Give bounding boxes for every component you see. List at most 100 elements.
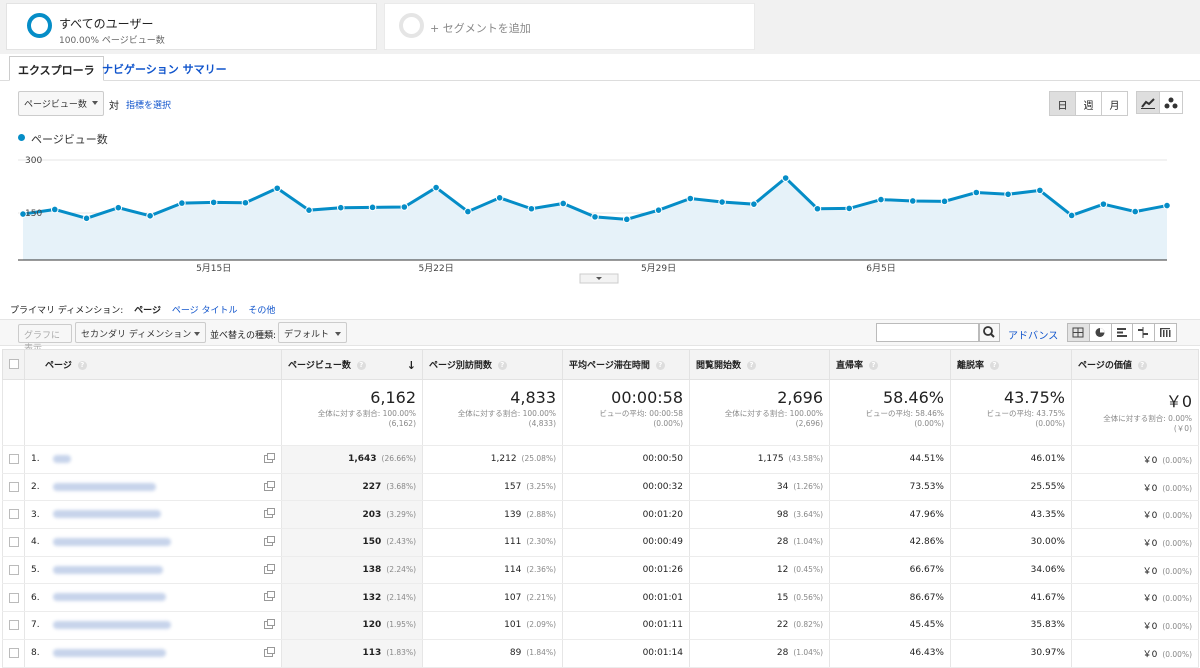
row-checkbox-cell[interactable] bbox=[2, 500, 25, 530]
table-row[interactable]: 7. 120 (1.95%) 101 (2.09%) 00:01:11 22 (0.82%) 4… bbox=[2, 611, 1199, 640]
table-row[interactable]: 6. 132 (2.14%) 107 (2.21%) 00:01:01 15 (0.56%) 8… bbox=[2, 583, 1199, 613]
line-chart-button[interactable] bbox=[1136, 91, 1160, 114]
data-point bbox=[336, 203, 345, 212]
row-checkbox[interactable] bbox=[8, 454, 19, 465]
page-path-link[interactable] bbox=[53, 565, 163, 574]
sort-type-select[interactable]: デフォルト bbox=[278, 322, 347, 343]
open-page-icon[interactable] bbox=[264, 508, 275, 519]
avg-time-cell: 00:01:20 bbox=[562, 500, 690, 530]
row-checkbox-cell[interactable] bbox=[2, 638, 25, 668]
table-row[interactable]: 2. 227 (3.68%) 157 (3.25%) 00:00:32 34 (1.26%) 7… bbox=[2, 472, 1199, 502]
row-checkbox[interactable] bbox=[8, 481, 19, 492]
table-row[interactable]: 8. 113 (1.83%) 89 (1.84%) 00:01:14 28 (1.04%) 46… bbox=[2, 638, 1199, 668]
data-point bbox=[940, 197, 949, 206]
open-page-icon[interactable] bbox=[264, 591, 275, 602]
week-button[interactable]: 週 bbox=[1075, 91, 1102, 116]
metric-select[interactable]: ページビュー数 bbox=[18, 91, 104, 116]
page-cell[interactable]: 6. bbox=[24, 583, 282, 613]
page-cell[interactable]: 2. bbox=[24, 472, 282, 502]
pivot-view-button[interactable] bbox=[1155, 323, 1177, 342]
row-checkbox[interactable] bbox=[8, 564, 19, 575]
page-cell[interactable]: 8. bbox=[24, 638, 282, 668]
header-pageviews[interactable]: ページビュー数? ↓ bbox=[281, 349, 423, 380]
table-search-input[interactable] bbox=[876, 323, 979, 342]
x-tick-label: 5月29日 bbox=[641, 263, 676, 274]
header-unique-pageviews[interactable]: ページ別訪問数? bbox=[422, 349, 563, 380]
page-cell[interactable]: 5. bbox=[24, 555, 282, 585]
data-point bbox=[241, 198, 250, 207]
row-checkbox-cell[interactable] bbox=[2, 472, 25, 502]
day-button[interactable]: 日 bbox=[1049, 91, 1076, 116]
page-path-link[interactable] bbox=[53, 454, 71, 463]
page-path-link[interactable] bbox=[53, 510, 161, 519]
row-checkbox[interactable] bbox=[8, 537, 19, 548]
add-segment-button[interactable]: + セグメントを追加 bbox=[384, 3, 755, 50]
dimension-page-title-link[interactable]: ページ タイトル bbox=[171, 306, 238, 316]
page-path-link[interactable] bbox=[53, 648, 166, 657]
open-page-icon[interactable] bbox=[264, 453, 275, 463]
page-path-link[interactable] bbox=[53, 593, 166, 602]
table-row[interactable]: 1. 1,643 (26.66%) 1,212 (25.08%) 00:00:50 1,17… bbox=[2, 445, 1199, 474]
page-path-link[interactable] bbox=[53, 620, 171, 629]
row-checkbox[interactable] bbox=[8, 592, 19, 603]
row-index: 1. bbox=[31, 454, 40, 465]
header-entrances[interactable]: 閲覧開始数? bbox=[689, 349, 830, 380]
segment-donut-icon bbox=[27, 13, 52, 38]
table-row[interactable]: 5. 138 (2.24%) 114 (2.36%) 00:01:26 12 (0.45%) 6… bbox=[2, 555, 1199, 585]
table-row[interactable]: 4. 150 (2.43%) 111 (2.30%) 00:00:49 28 (1.04%) 4… bbox=[2, 528, 1199, 557]
row-checkbox-cell[interactable] bbox=[2, 611, 25, 640]
open-page-icon[interactable] bbox=[264, 563, 275, 574]
comparison-view-button[interactable] bbox=[1133, 323, 1156, 342]
table-row[interactable]: 3. 203 (3.29%) 139 (2.88%) 00:01:20 98 (3.64%) 4… bbox=[2, 500, 1199, 530]
segment-all-users[interactable]: すべてのユーザー 100.00% ページビュー数 bbox=[6, 3, 377, 50]
header-exit-rate[interactable]: 離脱率? bbox=[950, 349, 1072, 380]
secondary-dimension-select[interactable]: セカンダリ ディメンション bbox=[75, 322, 206, 343]
row-checkbox-cell[interactable] bbox=[2, 583, 25, 613]
page-cell[interactable]: 1. bbox=[24, 445, 282, 474]
data-point bbox=[527, 204, 536, 213]
row-index: 5. bbox=[31, 565, 40, 576]
total-pageviews: 6,162 全体に対する割合: 100.00% (6,162) bbox=[281, 379, 423, 446]
select-all-header[interactable] bbox=[2, 349, 25, 380]
performance-view-button[interactable] bbox=[1111, 323, 1134, 342]
row-checkbox-cell[interactable] bbox=[2, 445, 25, 474]
page-path-link[interactable] bbox=[53, 537, 171, 546]
total-entrances: 2,696 全体に対する割合: 100.00% (2,696) bbox=[689, 379, 830, 446]
data-point bbox=[622, 215, 631, 224]
plot-rows-button[interactable]: グラフに表示 bbox=[18, 324, 72, 354]
row-checkbox-cell[interactable] bbox=[2, 528, 25, 557]
select-all-checkbox[interactable] bbox=[9, 359, 19, 370]
header-bounce-rate[interactable]: 直帰率? bbox=[829, 349, 951, 380]
motion-chart-icon bbox=[1164, 97, 1178, 109]
page-path-link[interactable] bbox=[53, 482, 156, 491]
open-page-icon[interactable] bbox=[264, 536, 275, 547]
page-cell[interactable]: 4. bbox=[24, 528, 282, 557]
month-button[interactable]: 月 bbox=[1101, 91, 1128, 116]
open-page-icon[interactable] bbox=[264, 619, 275, 630]
search-button[interactable] bbox=[979, 323, 1000, 342]
advanced-link[interactable]: アドバンス bbox=[1008, 331, 1059, 342]
bar-list-icon bbox=[1116, 328, 1127, 337]
motion-chart-button[interactable] bbox=[1159, 91, 1183, 114]
page-cell[interactable]: 3. bbox=[24, 500, 282, 530]
row-checkbox[interactable] bbox=[8, 647, 19, 658]
tab-explorer[interactable]: エクスプローラ bbox=[9, 56, 104, 81]
header-page[interactable]: ページ? bbox=[24, 349, 282, 380]
open-page-icon[interactable] bbox=[264, 480, 275, 491]
row-checkbox[interactable] bbox=[8, 509, 19, 520]
pie-view-button[interactable] bbox=[1089, 323, 1112, 342]
open-page-icon[interactable] bbox=[264, 646, 275, 657]
header-page-value[interactable]: ページの価値? bbox=[1071, 349, 1199, 380]
row-checkbox-cell[interactable] bbox=[2, 555, 25, 585]
dimension-other-link[interactable]: その他 bbox=[248, 306, 276, 316]
exit-rate-cell: 43.35% bbox=[950, 500, 1072, 530]
tab-navigation-summary[interactable]: ナビゲーション サマリー bbox=[102, 63, 227, 76]
page-cell[interactable]: 7. bbox=[24, 611, 282, 640]
select-metric-link[interactable]: 指標を選択 bbox=[126, 101, 172, 111]
table-view-button[interactable] bbox=[1067, 323, 1090, 342]
row-checkbox[interactable] bbox=[8, 620, 19, 631]
row-index: 7. bbox=[31, 620, 40, 631]
header-avg-time[interactable]: 平均ページ滞在時間? bbox=[562, 349, 690, 380]
exit-rate-cell: 30.97% bbox=[950, 638, 1072, 668]
y-tick-label: 150 bbox=[25, 209, 42, 219]
